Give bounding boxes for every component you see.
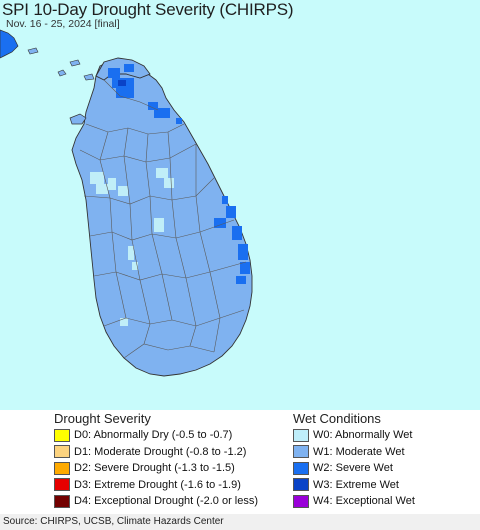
legend-item-d3: D3: Extreme Drought (-1.6 to -1.9) xyxy=(54,477,284,494)
district-boundaries xyxy=(79,79,247,359)
swatch-w0 xyxy=(293,428,309,442)
legend-item-d4: D4: Exceptional Drought (-2.0 or less) xyxy=(54,493,284,510)
legend-label-w4: W4: Exceptional Wet xyxy=(313,495,415,508)
drought-legend: Drought Severity D0: Abnormally Dry (-0.… xyxy=(54,410,284,510)
legend-item-w1: W1: Moderate Wet xyxy=(293,444,478,461)
islet xyxy=(57,69,67,77)
swatch-d4 xyxy=(54,494,70,508)
legend-label-d2: D2: Severe Drought (-1.3 to -1.5) xyxy=(74,462,235,475)
severe-wet-east xyxy=(214,196,250,284)
india-coast xyxy=(0,29,19,59)
swatch-w3 xyxy=(293,478,309,492)
legend-item-w4: W4: Exceptional Wet xyxy=(293,493,478,510)
legend-item-w3: W3: Extreme Wet xyxy=(293,477,478,494)
legend-label-d4: D4: Exceptional Drought (-2.0 or less) xyxy=(74,495,259,508)
abnormally-wet-patches xyxy=(90,168,174,326)
islet xyxy=(27,47,39,55)
legend-item-d1: D1: Moderate Drought (-0.8 to -1.2) xyxy=(54,444,284,461)
legend-label-d3: D3: Extreme Drought (-1.6 to -1.9) xyxy=(74,478,241,491)
legend-item-d2: D2: Severe Drought (-1.3 to -1.5) xyxy=(54,460,284,477)
swatch-d3 xyxy=(54,478,70,492)
source-credit: Source: CHIRPS, UCSB, Climate Hazards Ce… xyxy=(0,514,480,530)
swatch-w1 xyxy=(293,445,309,459)
swatch-d1 xyxy=(54,445,70,459)
legend-label-d0: D0: Abnormally Dry (-0.5 to -0.7) xyxy=(74,429,233,442)
legend-label-d1: D1: Moderate Drought (-0.8 to -1.2) xyxy=(74,445,247,458)
swatch-d2 xyxy=(54,461,70,475)
islet xyxy=(69,59,81,67)
drought-legend-heading: Drought Severity xyxy=(54,411,151,426)
legend-item-w2: W2: Severe Wet xyxy=(293,460,478,477)
legend-item-d0: D0: Abnormally Dry (-0.5 to -0.7) xyxy=(54,427,284,444)
legend-label-w0: W0: Abnormally Wet xyxy=(313,429,413,442)
legend-label-w1: W1: Moderate Wet xyxy=(313,445,405,458)
swatch-w4 xyxy=(293,494,309,508)
wet-legend: Wet Conditions W0: Abnormally Wet W1: Mo… xyxy=(293,410,478,510)
swatch-d0 xyxy=(54,428,70,442)
map-panel: SPI 10-Day Drought Severity (CHIRPS) Nov… xyxy=(0,0,480,410)
sri-lanka-map xyxy=(0,29,253,377)
legend-item-w0: W0: Abnormally Wet xyxy=(293,427,478,444)
map-subtitle: Nov. 16 - 25, 2024 [final] xyxy=(6,18,120,30)
map-title: SPI 10-Day Drought Severity (CHIRPS) xyxy=(2,0,294,19)
legend-label-w3: W3: Extreme Wet xyxy=(313,478,399,491)
islet xyxy=(83,73,95,81)
swatch-w2 xyxy=(293,461,309,475)
extreme-wet-patch xyxy=(118,80,126,86)
wet-legend-heading: Wet Conditions xyxy=(293,411,381,426)
legend: Drought Severity D0: Abnormally Dry (-0.… xyxy=(0,410,480,514)
mannar-island xyxy=(69,113,87,125)
legend-label-w2: W2: Severe Wet xyxy=(313,462,393,475)
